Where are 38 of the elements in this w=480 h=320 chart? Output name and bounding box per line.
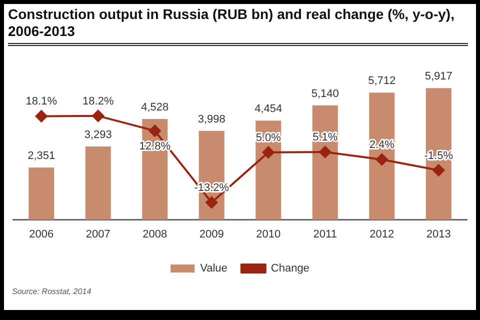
point [35,110,48,122]
x-tick-label: 2006 [29,228,54,240]
data-label: 3,998 [198,113,226,126]
x-tick-label: 2013 [426,228,451,240]
x-tick-label: 2011 [313,228,337,240]
point [432,164,445,176]
data-label: 5.1% [312,132,338,144]
data-label: 3,293 [84,129,112,142]
x-tick-label: 2009 [199,228,224,240]
x-tick-label: 2010 [256,228,281,240]
bar [85,146,111,220]
point [319,146,332,158]
data-label: 18.1% [26,96,58,108]
point [206,196,218,208]
data-label: 5.0% [256,132,282,144]
bar [369,92,395,220]
source-note: Source: Rosstat, 2014 [12,287,92,296]
chart-title: Construction output in Russia (RUB bn) and real change (%, y-o-y), 2006-2013 [8,6,468,46]
point [262,146,274,158]
data-label: 5,140 [311,88,339,100]
legend-label: Value [200,262,228,275]
data-label: 2.4% [369,139,395,152]
data-label: 2,351 [28,150,56,162]
point [92,110,104,122]
x-tick-label: 2007 [86,228,110,240]
data-label: 5,917 [424,70,452,83]
data-label: 5,712 [368,75,396,88]
point [376,153,388,166]
bar [28,167,54,220]
data-label: 4,454 [254,103,282,116]
data-label: 4,528 [141,102,169,114]
x-tick-label: 2012 [370,228,394,240]
bar [426,88,452,220]
data-label: 18.2% [82,95,114,108]
point [148,124,161,137]
legend-label: Change [270,262,310,275]
bar [312,105,338,220]
x-tick-label: 2008 [142,228,168,240]
